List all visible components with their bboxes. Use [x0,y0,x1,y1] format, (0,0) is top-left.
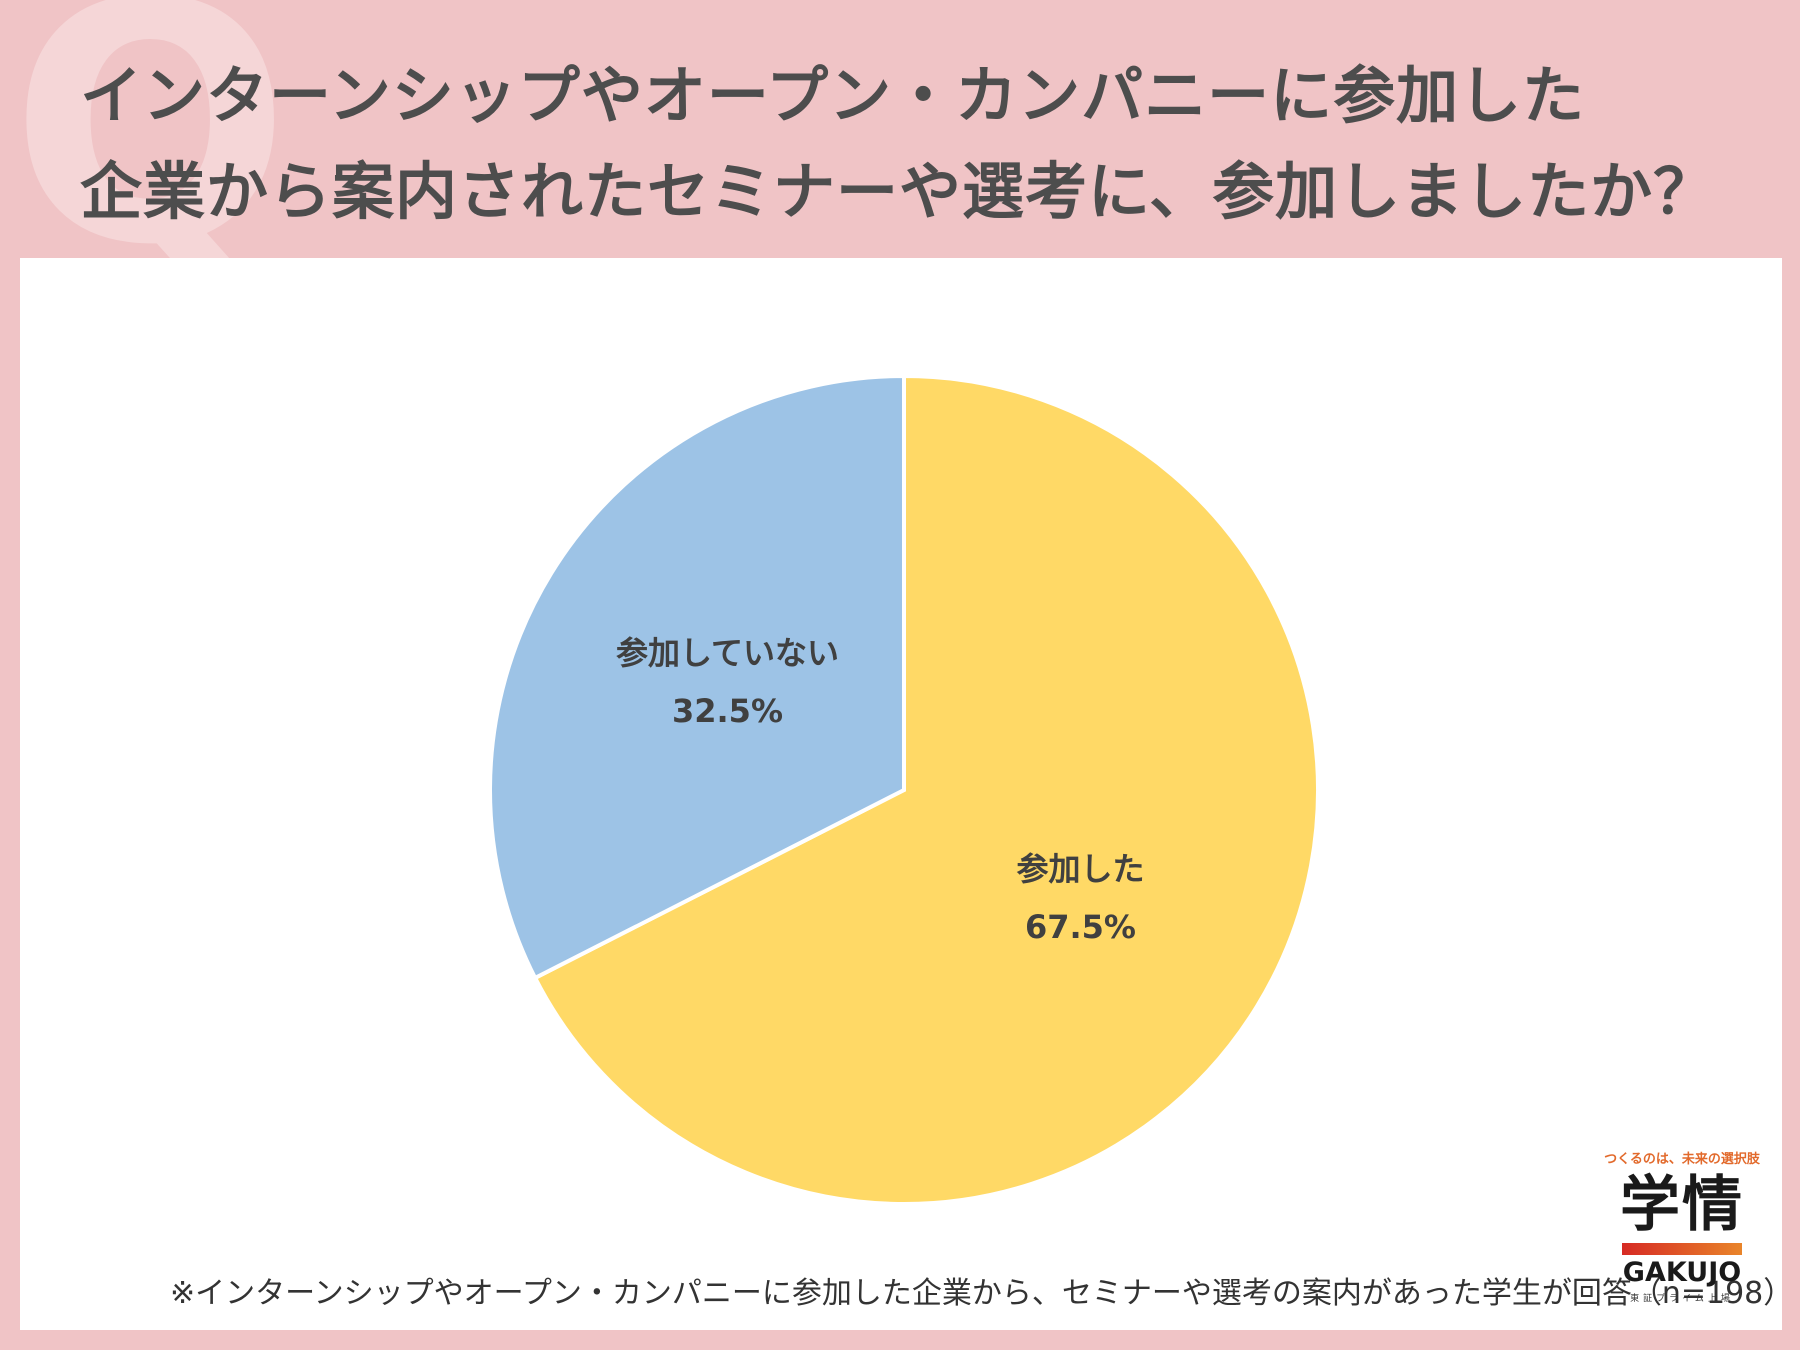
slice-label-0: 参加した 67.5% [930,840,1230,956]
slice-value-1: 32.5% [671,691,783,730]
chart-panel: 参加した 67.5% 参加していない 32.5% ※インターンシップやオープン・カンパ… [20,258,1793,1330]
logo-kanji: 学情 [1620,1170,1744,1240]
footnote: ※インターンシップやオープン・カンパニーに参加した企業から、セミナーや選考の案内… [170,1276,1794,1311]
page-title: インターンシップやオープン・カンパニーに参加した 企業から案内されたセミナーや選… [80,48,1760,240]
logo-english: GAKUJO [1622,1257,1742,1288]
title-line-1: インターンシップやオープン・カンパニーに参加した [80,59,1586,132]
pie-chart [488,373,1320,1206]
pie-slice-0 [532,373,1320,1206]
title-line-2: 企業から案内されたセミナーや選考に、参加しましたか？ [80,155,1717,228]
slice-label-1: 参加していない 32.5% [578,624,878,740]
slice-value-0: 67.5% [1024,908,1136,947]
slice-name-0: 参加した [1016,850,1145,889]
decorative-q-letter: Q [10,0,291,317]
logo-sub: 東証プライム上場 [1630,1294,1734,1304]
gakujo-logo: つくるのは、未来の選択肢 学情 GAKUJO 東証プライム上場 [1596,1148,1768,1304]
pie-slice-1 [488,373,906,981]
logo-bar [1622,1243,1742,1255]
logo-tagline: つくるのは、未来の選択肢 [1604,1152,1760,1167]
slice-name-1: 参加していない [615,633,840,672]
